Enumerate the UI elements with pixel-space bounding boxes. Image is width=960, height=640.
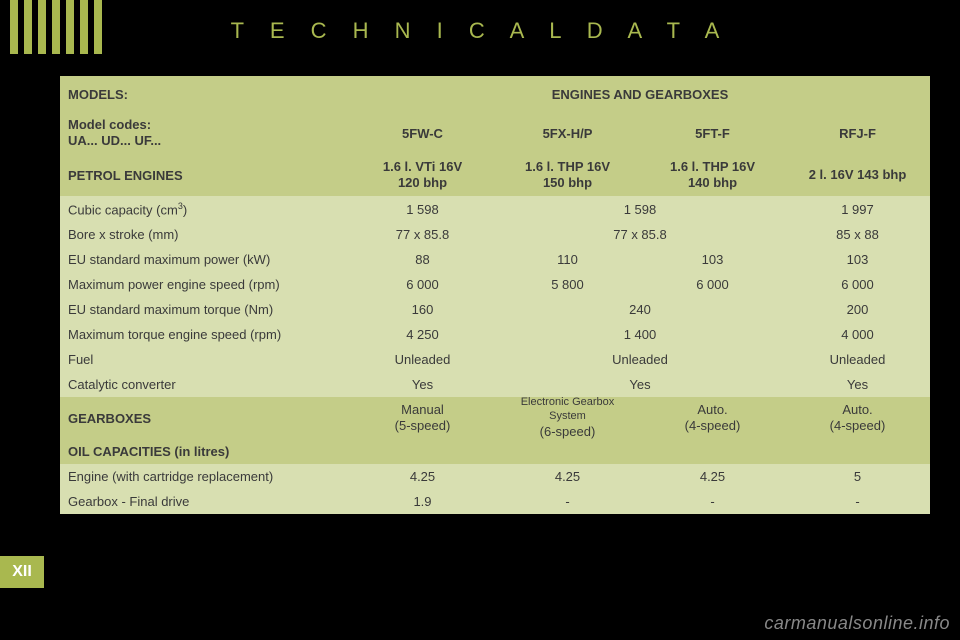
row-6-c4: Unleaded	[785, 347, 930, 372]
oil-row-label-1: Gearbox - Final drive	[60, 489, 350, 514]
gearbox-1: Electronic Gearbox System(6-speed)	[495, 397, 640, 439]
row-6-c1: Unleaded	[350, 347, 495, 372]
code-1: 5FX-H/P	[495, 112, 640, 154]
row-3-c1: 6 000	[350, 272, 495, 297]
row-5-c23: 1 400	[495, 322, 785, 347]
row-0-c23: 1 598	[495, 196, 785, 222]
gearboxes-label: GEARBOXES	[60, 397, 350, 439]
engines-gearboxes-header: ENGINES AND GEARBOXES	[350, 76, 930, 112]
engine-1: 1.6 l. THP 16V150 bhp	[495, 154, 640, 196]
oil-1-c1: 1.9	[350, 489, 495, 514]
row-label-5: Maximum torque engine speed (rpm)	[60, 322, 350, 347]
row-7-c4: Yes	[785, 372, 930, 397]
row-6-c23: Unleaded	[495, 347, 785, 372]
models-header: MODELS:	[60, 76, 350, 112]
oil-0-c2: 4.25	[495, 464, 640, 489]
row-4-c4: 200	[785, 297, 930, 322]
row-1-c1: 77 x 85.8	[350, 222, 495, 247]
row-label-0: Cubic capacity (cm3)	[60, 196, 350, 222]
row-2-c4: 103	[785, 247, 930, 272]
chapter-tab: XII	[0, 556, 44, 588]
engine-0: 1.6 l. VTi 16V120 bhp	[350, 154, 495, 196]
row-5-c1: 4 250	[350, 322, 495, 347]
engine-2: 1.6 l. THP 16V140 bhp	[640, 154, 785, 196]
oil-0-c3: 4.25	[640, 464, 785, 489]
row-7-c1: Yes	[350, 372, 495, 397]
gearbox-0: Manual(5-speed)	[350, 397, 495, 439]
row-label-3: Maximum power engine speed (rpm)	[60, 272, 350, 297]
row-2-c1: 88	[350, 247, 495, 272]
row-label-1: Bore x stroke (mm)	[60, 222, 350, 247]
page-title: T E C H N I C A L D A T A	[0, 18, 960, 44]
row-label-2: EU standard maximum power (kW)	[60, 247, 350, 272]
code-2: 5FT-F	[640, 112, 785, 154]
watermark: carmanualsonline.info	[764, 613, 950, 634]
petrol-engines-label: PETROL ENGINES	[60, 154, 350, 196]
row-1-c4: 85 x 88	[785, 222, 930, 247]
row-4-c23: 240	[495, 297, 785, 322]
row-label-7: Catalytic converter	[60, 372, 350, 397]
oil-row-label-0: Engine (with cartridge replacement)	[60, 464, 350, 489]
row-label-4: EU standard maximum torque (Nm)	[60, 297, 350, 322]
decorative-stripes	[10, 0, 102, 54]
code-3: RFJ-F	[785, 112, 930, 154]
row-3-c3: 6 000	[640, 272, 785, 297]
oil-1-c3: -	[640, 489, 785, 514]
row-4-c1: 160	[350, 297, 495, 322]
row-0-c4: 1 997	[785, 196, 930, 222]
oil-capacities-label: OIL CAPACITIES (in litres)	[60, 439, 350, 464]
code-0: 5FW-C	[350, 112, 495, 154]
row-0-c1: 1 598	[350, 196, 495, 222]
row-7-c23: Yes	[495, 372, 785, 397]
row-3-c4: 6 000	[785, 272, 930, 297]
row-1-c23: 77 x 85.8	[495, 222, 785, 247]
engine-3: 2 l. 16V 143 bhp	[785, 154, 930, 196]
oil-1-c2: -	[495, 489, 640, 514]
oil-0-c4: 5	[785, 464, 930, 489]
oil-0-c1: 4.25	[350, 464, 495, 489]
row-2-c3: 103	[640, 247, 785, 272]
row-2-c2: 110	[495, 247, 640, 272]
row-3-c2: 5 800	[495, 272, 640, 297]
model-codes-label: Model codes: UA... UD... UF...	[60, 112, 350, 154]
row-label-6: Fuel	[60, 347, 350, 372]
gearbox-2: Auto.(4-speed)	[640, 397, 785, 439]
oil-1-c4: -	[785, 489, 930, 514]
technical-data-table: MODELS: ENGINES AND GEARBOXES Model code…	[60, 76, 930, 514]
gearbox-3: Auto.(4-speed)	[785, 397, 930, 439]
row-5-c4: 4 000	[785, 322, 930, 347]
